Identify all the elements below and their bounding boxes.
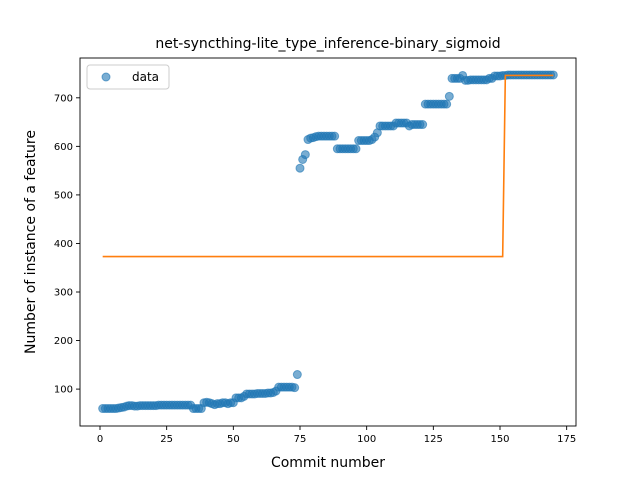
data-point bbox=[418, 120, 428, 130]
y-tick-label: 500 bbox=[54, 190, 73, 201]
axes-frame bbox=[79, 57, 577, 427]
data-point bbox=[444, 91, 454, 101]
legend-box bbox=[86, 64, 170, 90]
y-tick-label: 400 bbox=[54, 239, 73, 250]
x-tick-label: 75 bbox=[294, 434, 307, 445]
x-tick-label: 150 bbox=[490, 434, 509, 445]
data-point bbox=[292, 370, 302, 380]
legend-label: data bbox=[132, 70, 159, 84]
x-tick-label: 0 bbox=[97, 434, 103, 445]
fit-line bbox=[102, 74, 554, 258]
plot-area: 0 25 50 75 100 125 150 175 100 200 300 400 500 600 700… bbox=[54, 57, 577, 445]
y-tick-label: 600 bbox=[54, 142, 73, 153]
y-tick-label: 100 bbox=[54, 385, 73, 396]
data-point bbox=[290, 383, 300, 393]
x-tick-label: 175 bbox=[557, 434, 576, 445]
x-tick-label: 125 bbox=[424, 434, 443, 445]
x-tick-label: 50 bbox=[227, 434, 240, 445]
y-tick-label: 200 bbox=[54, 336, 73, 347]
chart-title: net-syncthing-lite_type_inference-binary… bbox=[155, 36, 500, 52]
data-point bbox=[351, 144, 361, 154]
y-tick-label: 700 bbox=[54, 93, 73, 104]
data-point bbox=[300, 150, 310, 160]
x-tick-label: 25 bbox=[160, 434, 173, 445]
legend-marker bbox=[101, 72, 111, 82]
data-point bbox=[330, 131, 340, 141]
y-tick-label: 300 bbox=[54, 288, 73, 299]
data-point bbox=[442, 99, 452, 109]
data-point bbox=[295, 163, 305, 173]
x-tick-label: 100 bbox=[357, 434, 376, 445]
y-axis-label: Number of instance of a feature bbox=[23, 130, 39, 354]
x-axis-label: Commit number bbox=[271, 455, 385, 471]
